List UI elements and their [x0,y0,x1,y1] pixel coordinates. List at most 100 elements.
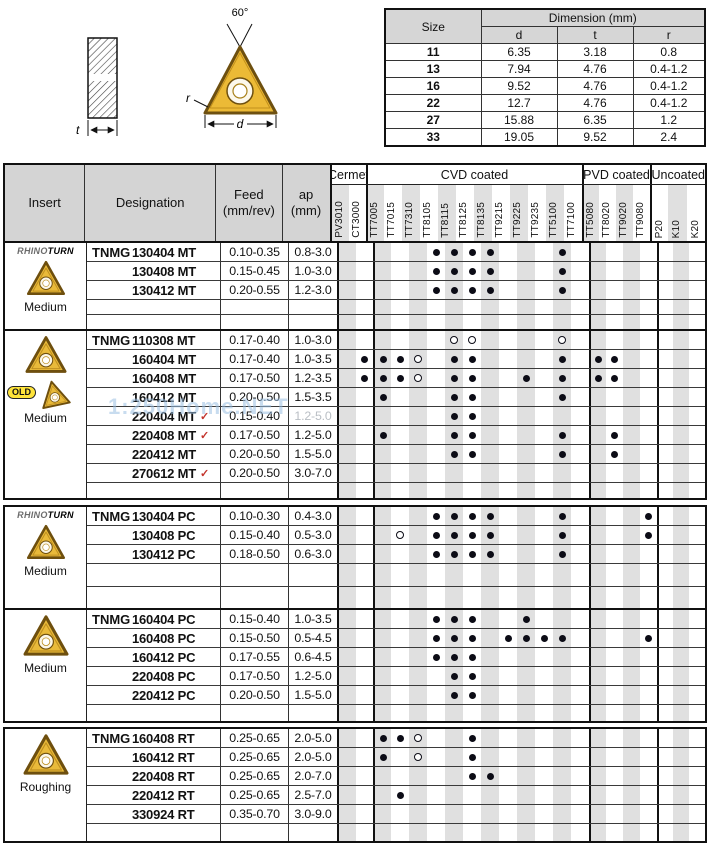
grade-cell-P20 [657,667,673,685]
grade-cell-TT8115 [445,648,463,666]
grade-cell-TT9020 [623,705,640,721]
grade-cell-TT8135 [481,464,499,482]
grade-cell-TT7310 [409,315,427,329]
grade-cell-TT5100 [553,667,571,685]
grade-cell-TT8115 [445,300,463,314]
grade-cell-TT9235 [535,748,553,766]
insert-group-block: Medium TNMG 160404 PC 0.15-0.40 1.0-3.5 16040… [3,608,707,723]
grade-cell-PV3010 [339,729,356,747]
availability-dot [486,286,494,294]
grade-cell-TT9215 [499,464,517,482]
grade-cell-PV3010 [339,426,356,444]
grade-cell-TT7005 [373,786,391,804]
grade-column-label: TT7310 [404,202,416,238]
size-d-value: 15.88 [480,111,558,129]
availability-dot [379,355,387,363]
grade-cell-TT9235 [535,629,553,647]
grade-cell-TT7310 [409,445,427,463]
grade-cell-TT5100 [553,767,571,785]
feed-cell: 0.25-0.65 [221,748,289,766]
grade-cell-TT8135 [481,507,499,525]
grade-column-label: TT7100 [566,202,578,238]
grade-cell-TT9215 [499,262,517,280]
grade-cell-TT8125 [463,629,481,647]
ap-cell: 0.5-3.0 [294,528,332,542]
grade-cell-TT5100 [553,445,571,463]
size-t-value: 4.76 [556,94,634,112]
grade-cell-P20 [657,350,673,368]
availability-dot [396,374,404,382]
grade-cell-TT8115 [445,426,463,444]
grade-cell-TT8105 [427,350,445,368]
r-dimension-label: r [186,91,191,105]
grade-cell-TT9020 [623,686,640,704]
grade-cell-TT5080 [589,564,606,586]
insert-cell: OLD Medium [5,331,87,498]
grade-cell-TT8105 [427,786,445,804]
grade-cell-TT9235 [535,281,553,299]
grade-cell-TT7015 [391,407,409,425]
grade-cell-CT3000 [356,667,373,685]
grade-cell-TT9215 [499,705,517,721]
grade-cell-TT9225 [517,300,535,314]
grade-cell-TT7005 [373,705,391,721]
ap-cell: 0.8-3.0 [294,245,332,259]
availability-dot [468,286,476,294]
grade-cell-TT9020 [623,331,640,349]
designation-text: 160404 PC [132,611,196,627]
grade-cell-TT7310 [409,729,427,747]
grade-cell-TT8125 [463,350,481,368]
feed-cell: 0.17-0.50 [221,369,289,387]
grade-cell-TT8125 [463,564,481,586]
grade-cell-K10 [673,331,689,349]
grade-cell-K10 [673,786,689,804]
grade-cell-TT8135 [481,610,499,628]
grade-cell-K20 [689,388,705,406]
grade-cell-TT8115 [445,388,463,406]
grade-cell-K10 [673,243,689,261]
size-d-value: 9.52 [480,77,558,95]
grade-cell-TT9235 [535,526,553,544]
grade-dots [337,350,705,368]
size-r-value: 0.8 [632,43,706,61]
grade-cell-CT3000 [356,648,373,666]
grade-cell-K20 [689,243,705,261]
grade-cell-TT9020 [623,407,640,425]
grade-cell-TT8125 [463,445,481,463]
grade-cell-PV3010 [339,445,356,463]
grade-cell-TT7005 [373,667,391,685]
grade-cell-TT7015 [391,805,409,823]
grade-cell-TT9215 [499,331,517,349]
grade-cell-TT9225 [517,331,535,349]
grade-dots [337,786,705,804]
availability-dot [468,248,476,256]
feed-cell: 0.25-0.65 [221,729,289,747]
grade-cell-TT9215 [499,445,517,463]
grade-cell-K10 [673,369,689,387]
grade-selection-table: Insert Designation Feed (mm/rev) ap (mm)… [3,163,707,843]
grade-cell-TT7310 [409,281,427,299]
grade-cell-TT9225 [517,350,535,368]
col-d-header: d [480,26,558,44]
designation-cell: 220412 MT [87,445,221,463]
grade-cell-TT8125 [463,705,481,721]
grade-cell-TT9080 [640,483,657,498]
availability-dot [595,355,602,363]
grade-cell-PV3010 [339,281,356,299]
grade-cell-K20 [689,648,705,666]
grade-cell-TT7015 [391,748,409,766]
grade-cell-CT3000 [356,388,373,406]
grade-cell-TT9235 [535,300,553,314]
grade-cell-TT8115 [445,667,463,685]
grade-cell-TT7015 [391,445,409,463]
grade-cell-TT8115 [445,545,463,563]
availability-dot [522,615,530,623]
grade-cell-TT7015 [391,507,409,525]
availability-dot [645,512,652,520]
grade-cell-K10 [673,667,689,685]
grade-cell-TT5080: TT5080 [581,185,599,241]
availability-dot [450,248,458,256]
grade-dots [337,369,705,387]
grade-cell-CT3000 [356,767,373,785]
availability-dot [611,450,618,458]
